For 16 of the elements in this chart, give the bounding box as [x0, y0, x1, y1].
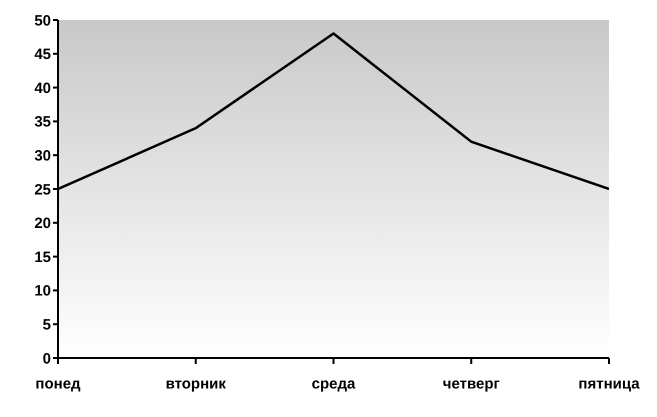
- x-tick-label: четверг: [442, 376, 500, 393]
- y-tick-label: 5: [42, 316, 51, 334]
- y-tick-label: 25: [34, 181, 51, 198]
- x-tick-label: среда: [312, 376, 356, 393]
- x-tick-label: вторник: [166, 376, 226, 393]
- y-tick-label: 35: [34, 114, 51, 131]
- x-tick-label: пятница: [578, 376, 640, 393]
- y-tick-label: 20: [34, 215, 51, 232]
- y-tick-label: 30: [34, 148, 51, 165]
- y-tick-label: 15: [34, 248, 51, 266]
- y-tick-label: 10: [34, 282, 51, 300]
- y-tick-label: 45: [34, 46, 51, 64]
- x-tick-label: понед: [35, 376, 82, 393]
- y-tick-label: 50: [34, 12, 51, 30]
- y-tick-label: 40: [34, 80, 51, 97]
- y-tick-label: 0: [42, 350, 51, 368]
